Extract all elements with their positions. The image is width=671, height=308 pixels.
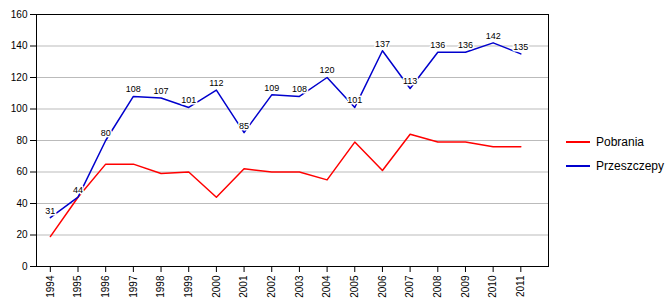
svg-text:120: 120 xyxy=(11,72,28,83)
svg-text:108: 108 xyxy=(292,84,307,94)
svg-text:1995: 1995 xyxy=(72,275,83,298)
svg-text:136: 136 xyxy=(458,40,473,50)
svg-text:101: 101 xyxy=(181,95,196,105)
svg-text:2004: 2004 xyxy=(321,275,332,298)
svg-text:2011: 2011 xyxy=(515,275,526,297)
svg-text:44: 44 xyxy=(73,185,83,195)
svg-text:113: 113 xyxy=(403,76,417,86)
svg-text:2003: 2003 xyxy=(294,275,305,298)
svg-text:135: 135 xyxy=(513,42,528,52)
svg-text:2007: 2007 xyxy=(404,275,415,298)
svg-text:1999: 1999 xyxy=(183,275,194,298)
svg-text:2005: 2005 xyxy=(349,275,360,298)
svg-text:2006: 2006 xyxy=(377,275,388,298)
svg-text:2010: 2010 xyxy=(487,275,498,298)
svg-text:160: 160 xyxy=(11,9,28,20)
svg-text:80: 80 xyxy=(16,135,28,146)
svg-text:120: 120 xyxy=(320,65,335,75)
svg-text:109: 109 xyxy=(264,83,279,93)
svg-text:40: 40 xyxy=(16,198,28,209)
svg-text:1994: 1994 xyxy=(45,275,56,298)
svg-text:108: 108 xyxy=(126,84,141,94)
svg-text:137: 137 xyxy=(375,39,390,49)
svg-text:60: 60 xyxy=(16,166,28,177)
svg-text:1997: 1997 xyxy=(128,275,139,298)
svg-text:2008: 2008 xyxy=(432,275,443,298)
svg-text:100: 100 xyxy=(11,103,28,114)
svg-text:1996: 1996 xyxy=(100,275,111,298)
svg-text:0: 0 xyxy=(22,261,28,272)
svg-text:142: 142 xyxy=(486,31,501,41)
svg-text:2001: 2001 xyxy=(238,275,249,298)
svg-text:20: 20 xyxy=(16,229,28,240)
svg-text:112: 112 xyxy=(209,78,223,88)
svg-text:1998: 1998 xyxy=(155,275,166,298)
svg-text:101: 101 xyxy=(347,95,362,105)
svg-text:136: 136 xyxy=(430,40,445,50)
svg-text:107: 107 xyxy=(154,86,169,96)
svg-text:80: 80 xyxy=(101,128,111,138)
svg-text:2009: 2009 xyxy=(460,275,471,298)
html-text:Przeszczepy: Przeszczepy xyxy=(596,159,664,173)
svg-text:2002: 2002 xyxy=(266,275,277,298)
svg-text:31: 31 xyxy=(45,206,55,216)
svg-text:2000: 2000 xyxy=(211,275,222,298)
svg-text:85: 85 xyxy=(239,121,249,131)
html-text:Pobrania: Pobrania xyxy=(596,135,644,149)
svg-text:140: 140 xyxy=(11,40,28,51)
